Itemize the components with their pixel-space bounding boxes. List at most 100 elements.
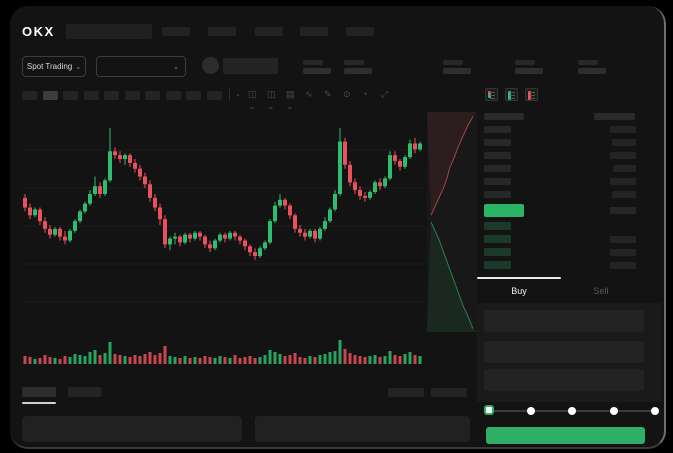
- candle-body: [393, 155, 397, 161]
- snapshot-icon[interactable]: ⊙: [343, 89, 351, 99]
- combined-book-icon[interactable]: [485, 88, 498, 101]
- volume-bar: [393, 355, 397, 364]
- candle-body: [383, 178, 387, 187]
- asks-only-icon[interactable]: [525, 88, 538, 101]
- orders-table-placeholder[interactable]: [22, 416, 242, 442]
- depth-chart[interactable]: [427, 112, 477, 332]
- orders-table-placeholder[interactable]: [255, 416, 470, 442]
- buy-tab-indicator: [477, 277, 561, 279]
- bottom-action-placeholder[interactable]: [431, 388, 467, 397]
- amount-input[interactable]: [484, 341, 644, 363]
- slider-stop[interactable]: [651, 407, 659, 415]
- candle-body: [228, 232, 232, 239]
- volume-bar: [178, 358, 182, 364]
- slider-stop[interactable]: [609, 407, 618, 415]
- bottom-tab-active-placeholder[interactable]: [22, 387, 56, 397]
- candle-body: [208, 244, 212, 249]
- timeframe-button-placeholder[interactable]: [186, 91, 201, 100]
- volume-bar: [253, 358, 257, 364]
- volume-bar: [48, 357, 52, 364]
- candle-body: [148, 184, 152, 198]
- total-input[interactable]: [484, 369, 644, 391]
- volume-bar: [223, 357, 227, 364]
- chart-layout-icon[interactable]: ▤ ⌄: [286, 89, 295, 111]
- buy-submit-button[interactable]: [486, 427, 645, 444]
- line-tool-icon[interactable]: ∿: [305, 89, 313, 99]
- pair-name-placeholder[interactable]: [223, 58, 278, 74]
- candle-body: [178, 236, 182, 243]
- timeframe-button-placeholder[interactable]: [145, 91, 160, 100]
- nav-item-placeholder[interactable]: [300, 27, 328, 36]
- nav-item-placeholder[interactable]: [255, 27, 283, 36]
- timeframe-button-placeholder[interactable]: [104, 91, 119, 100]
- bid-price-placeholder[interactable]: [484, 222, 511, 230]
- ask-price-placeholder[interactable]: [484, 126, 511, 133]
- volume-bar: [208, 357, 212, 364]
- ask-price-placeholder[interactable]: [484, 165, 511, 172]
- bids-only-icon[interactable]: [505, 88, 518, 101]
- volume-bar: [88, 352, 92, 364]
- history-icon[interactable]: ◔: [362, 89, 368, 99]
- candle-body: [283, 199, 287, 206]
- timeframe-button-placeholder[interactable]: [42, 91, 58, 100]
- indicator-icon[interactable]: ◫ ⌄: [267, 89, 276, 111]
- nav-item-placeholder[interactable]: [162, 27, 190, 36]
- slider-stop[interactable]: [568, 407, 576, 415]
- timeframe-button-placeholder[interactable]: [63, 91, 78, 100]
- fullscreen-icon[interactable]: ⤢: [381, 89, 389, 99]
- timeframe-button-placeholder[interactable]: [165, 91, 181, 100]
- orderbook-row-amount: [610, 207, 636, 214]
- volume-bar: [243, 357, 247, 364]
- candle-body: [253, 252, 257, 257]
- candle-body: [128, 155, 132, 163]
- candle-style-icon[interactable]: ◫ ⌄: [248, 89, 257, 111]
- candle-body: [33, 209, 37, 216]
- draw-tool-icon[interactable]: ✎: [324, 89, 332, 99]
- timeframe-button-placeholder[interactable]: [206, 91, 222, 100]
- candle-body: [103, 180, 107, 194]
- timeframe-button-placeholder[interactable]: [124, 91, 140, 100]
- candle-body: [348, 164, 352, 183]
- volume-bar: [368, 356, 372, 364]
- bottom-action-placeholder[interactable]: [388, 388, 424, 397]
- candle-body: [303, 232, 307, 237]
- candle-body: [373, 182, 377, 193]
- volume-bar: [68, 357, 72, 364]
- bottom-tab-placeholder[interactable]: [68, 387, 101, 397]
- timeframe-more-chevron[interactable]: ⌄: [235, 91, 241, 98]
- volume-bar: [298, 357, 302, 364]
- tab-sell[interactable]: Sell: [593, 286, 609, 296]
- volume-bar: [263, 355, 267, 364]
- bid-price-placeholder[interactable]: [484, 261, 511, 269]
- last-price-badge[interactable]: [484, 204, 524, 217]
- candle-body: [23, 197, 27, 208]
- bid-price-placeholder[interactable]: [484, 248, 511, 256]
- slider-handle[interactable]: [484, 405, 494, 415]
- volume-bar: [103, 353, 107, 364]
- price-input[interactable]: [484, 310, 644, 332]
- tab-buy[interactable]: Buy: [511, 286, 527, 296]
- ask-amount-placeholder: [613, 165, 636, 172]
- ask-amount-placeholder: [612, 191, 636, 198]
- candle-body: [93, 186, 97, 194]
- ask-price-placeholder[interactable]: [484, 178, 511, 185]
- bid-price-placeholder[interactable]: [484, 235, 511, 243]
- timeframe-button-placeholder[interactable]: [83, 91, 99, 100]
- depth-bids-area: [427, 222, 477, 332]
- candle-body: [223, 234, 227, 239]
- search-bar-placeholder[interactable]: [66, 24, 152, 39]
- nav-item-placeholder[interactable]: [346, 27, 374, 36]
- slider-stop[interactable]: [526, 407, 535, 415]
- ask-price-placeholder[interactable]: [484, 139, 511, 146]
- bid-amount-placeholder: [610, 262, 636, 269]
- candlestick-chart[interactable]: [22, 110, 424, 368]
- okx-logo[interactable]: OKX: [22, 24, 55, 39]
- stat-label-placeholder: [578, 60, 598, 65]
- market-type-dropdown[interactable]: Spot Trading ⌄: [22, 56, 86, 77]
- pair-search-dropdown[interactable]: ⌄: [96, 56, 186, 77]
- ask-price-placeholder[interactable]: [484, 152, 511, 159]
- candle-body: [238, 236, 242, 241]
- timeframe-button-placeholder[interactable]: [22, 91, 37, 100]
- nav-item-placeholder[interactable]: [208, 27, 236, 36]
- ask-price-placeholder[interactable]: [484, 191, 511, 198]
